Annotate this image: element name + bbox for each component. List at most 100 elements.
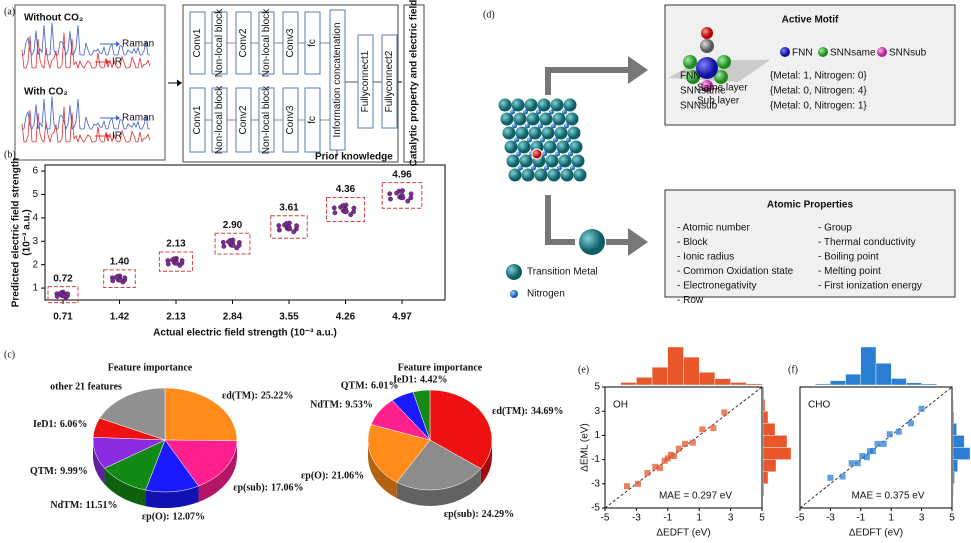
pie-side xyxy=(198,440,237,503)
cluster-box xyxy=(158,251,194,272)
nitrogen-atom xyxy=(523,109,528,115)
data-label: 4.36 xyxy=(336,184,356,195)
slice-value: 34.69% xyxy=(531,407,564,418)
x-tick-label: 2.13 xyxy=(166,312,186,323)
hist-bar xyxy=(762,411,769,424)
hex-cell xyxy=(839,473,846,480)
x-axis-label: Actual electric field strength (10⁻³ a.u… xyxy=(153,328,337,339)
label: Fullyconnect2 xyxy=(384,50,395,112)
slice-label: QTM: 9.99% xyxy=(30,466,88,477)
hex-cell xyxy=(907,420,914,427)
cluster-box xyxy=(214,232,251,255)
label: IR xyxy=(112,131,122,142)
x-tick-label: 1 xyxy=(888,513,894,524)
hist-bar xyxy=(746,383,763,386)
nitrogen-atom xyxy=(512,123,517,129)
slice-label: εp(sub): 24.29% xyxy=(444,509,514,520)
property: - Ionic radius xyxy=(677,252,734,263)
nitrogen-atom xyxy=(518,165,523,171)
atom xyxy=(683,55,697,69)
slice-label: other 21 features xyxy=(50,382,122,393)
sample-dot xyxy=(57,291,63,296)
x-tick-label: 3 xyxy=(728,513,734,524)
sample-dot xyxy=(170,257,175,263)
slice-label: εp(O): 21.06% xyxy=(301,471,364,482)
chart-title: Feature importance xyxy=(398,362,483,373)
label: Without CO₂ xyxy=(24,13,83,24)
hist-bar xyxy=(906,382,922,386)
hist-bar xyxy=(952,411,955,424)
slice-category: NdTM: xyxy=(310,400,342,411)
metal-atom xyxy=(508,168,522,182)
property: - Atomic number xyxy=(677,223,750,234)
arrow-head xyxy=(628,228,648,256)
metal-atom xyxy=(500,112,514,126)
label: Same layer xyxy=(697,83,748,94)
x-tick-label: -1 xyxy=(663,513,672,524)
sample-dot xyxy=(276,227,282,233)
pie-side xyxy=(93,440,105,485)
sample-dot xyxy=(221,243,227,249)
pie-side xyxy=(480,440,492,485)
sample-dot xyxy=(388,196,393,202)
sample-dot xyxy=(165,261,171,267)
atom xyxy=(701,27,713,39)
metal-atom xyxy=(511,98,525,112)
metal-atom xyxy=(521,168,535,182)
hex-cell xyxy=(874,440,881,447)
hex-cell xyxy=(656,465,663,472)
hex-cell xyxy=(869,448,876,455)
hist-bar xyxy=(952,423,957,436)
slice-category: εd(TM): xyxy=(222,391,258,402)
slice-value: 24.29% xyxy=(482,509,515,520)
slice-category: εp(O): xyxy=(142,512,170,523)
hex-cell xyxy=(675,445,682,452)
sample-dot xyxy=(61,293,66,299)
nitrogen-atom xyxy=(525,123,530,129)
annotation: MAE = 0.297 eV xyxy=(659,491,732,502)
nitrogen-atom xyxy=(514,137,519,143)
pie-slice xyxy=(396,439,482,491)
nitrogen-atom xyxy=(566,137,571,143)
label: {Metal: 0, Nitrogen: 1} xyxy=(770,101,867,112)
atom xyxy=(717,55,731,69)
metal-atom xyxy=(506,154,520,168)
legend-text: Transition Metal xyxy=(527,267,598,278)
pie-slice xyxy=(412,389,431,441)
sample-dot xyxy=(331,205,337,211)
label: Fullyconnect1 xyxy=(360,50,371,112)
slice-category: εp(O): xyxy=(301,471,329,482)
atom xyxy=(714,70,728,84)
atom xyxy=(686,70,700,84)
slice-value: 21.06% xyxy=(332,471,365,482)
metal-atom xyxy=(534,168,548,182)
nitrogen-atom xyxy=(553,137,558,143)
hist-bar xyxy=(651,367,668,386)
slice-label: εp(sub): 17.06% xyxy=(233,483,303,494)
property: - Thermal conductivity xyxy=(818,237,916,248)
hex-cell xyxy=(671,452,678,459)
output-box xyxy=(403,4,425,163)
x-tick-label: -3 xyxy=(826,513,835,524)
sample-dot xyxy=(405,198,411,204)
label: (d) xyxy=(483,9,495,20)
metal-atom xyxy=(528,126,542,140)
property: - Group xyxy=(818,223,852,234)
sample-dot xyxy=(110,278,116,284)
hex-cell xyxy=(699,426,706,433)
arrow-head xyxy=(116,41,120,47)
atom xyxy=(700,39,714,53)
sample-dot xyxy=(282,222,287,228)
label: Non-local block xyxy=(261,85,272,154)
arrow-head xyxy=(106,133,110,139)
fc-block xyxy=(381,34,398,129)
y-tick-label: -3 xyxy=(591,478,600,489)
slice-category: IeD1: xyxy=(393,375,417,386)
data-cluster xyxy=(331,202,357,218)
hist-bar xyxy=(875,363,892,386)
box-title: Active Motif xyxy=(782,15,839,26)
label: FNN xyxy=(680,71,701,82)
hist-bar xyxy=(952,471,955,485)
sample-dot xyxy=(338,204,343,210)
x-tick-label: -5 xyxy=(796,513,805,524)
